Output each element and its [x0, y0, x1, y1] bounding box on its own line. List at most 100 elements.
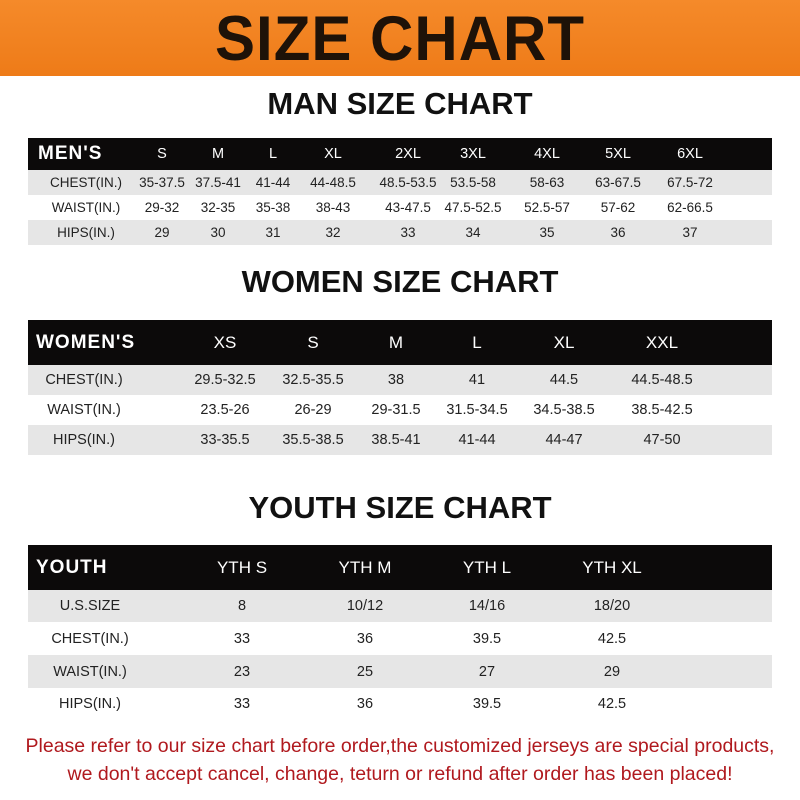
- size-column-header: YTH L: [462, 557, 512, 577]
- measurement-value: 42.5: [597, 695, 627, 712]
- youth-data-row: HIPS(IN.) 33 36 39.5 42.5: [28, 688, 772, 719]
- measurement-label: CHEST(IN.): [50, 175, 122, 190]
- measurement-value: 38-43: [315, 200, 351, 215]
- measurement-value: 32-35: [200, 200, 236, 215]
- measurement-value: 33-35.5: [200, 432, 250, 448]
- measurement-value: 41: [468, 372, 486, 388]
- footer-notice-line-1: Please refer to our size chart before or…: [25, 735, 775, 757]
- youth-data-row: WAIST(IN.) 23 25 27 29: [28, 655, 772, 688]
- measurement-value: 62-66.5: [667, 200, 713, 215]
- measurement-value: 58-63: [529, 175, 565, 190]
- size-column-header: 2XL: [395, 146, 421, 162]
- size-column-header: L: [268, 146, 278, 162]
- measurement-value: 52.5-57: [524, 200, 570, 215]
- measurement-value: 38.5-42.5: [631, 402, 693, 418]
- size-column-header: YTH XL: [582, 557, 642, 577]
- measurement-value: 36: [610, 225, 626, 240]
- measurement-label: WAIST(IN.): [53, 663, 127, 680]
- measurement-value: 41-44: [255, 175, 291, 190]
- size-column-header: XS: [213, 332, 237, 352]
- measurement-value: 29-31.5: [371, 402, 421, 418]
- size-column-header: M: [388, 332, 404, 352]
- size-column-header: XL: [553, 332, 575, 352]
- youth-data-row: CHEST(IN.) 33 36 39.5 42.5: [28, 622, 772, 655]
- measurement-value: 44.5-48.5: [631, 372, 693, 388]
- size-column-header: XXL: [645, 332, 679, 352]
- measurement-value: 35-37.5: [139, 175, 185, 190]
- measurement-value: 23.5-26: [200, 402, 250, 418]
- measurement-value: 25: [356, 663, 374, 680]
- measurement-value: 53.5-58: [450, 175, 496, 190]
- footer-notice-line-2: we don't accept cancel, change, teturn o…: [67, 763, 733, 785]
- measurement-label: HIPS(IN.): [58, 695, 122, 712]
- measurement-value: 36: [356, 630, 374, 647]
- size-column-header: S: [157, 146, 167, 162]
- youth-section-title: YOUTH SIZE CHART: [248, 490, 552, 525]
- measurement-value: 32: [325, 225, 341, 240]
- measurement-value: 10/12: [346, 598, 384, 614]
- measurement-value: 34.5-38.5: [533, 402, 595, 418]
- measurement-value: 37.5-41: [195, 175, 241, 190]
- measurement-label: CHEST(IN.): [51, 630, 129, 647]
- measurement-value: 32.5-35.5: [282, 372, 344, 388]
- youth-data-row: U.S.SIZE 8 10/12 14/16 18/20: [28, 590, 772, 622]
- measurement-label: U.S.SIZE: [59, 598, 121, 614]
- women-section-title: WOMEN SIZE CHART: [241, 264, 559, 299]
- youth-header-row: YOUTH YTH S YTH M YTH L YTH XL: [28, 545, 772, 590]
- men-data-row: WAIST(IN.) 29-32 32-35 35-38 38-43 43-47.5 47.…: [28, 195, 772, 220]
- measurement-value: 14/16: [468, 598, 506, 614]
- measurement-value: 35.5-38.5: [282, 432, 344, 448]
- size-column-header: 3XL: [460, 146, 486, 162]
- measurement-value: 27: [478, 663, 496, 680]
- measurement-value: 38.5-41: [371, 432, 421, 448]
- women-data-row: WAIST(IN.) 23.5-26 26-29 29-31.5 31.5-34.5 34…: [28, 395, 772, 425]
- men-data-row: HIPS(IN.) 29 30 31 32 33 34 35 36 37: [28, 220, 772, 245]
- measurement-value: 34: [465, 225, 481, 240]
- measurement-value: 33: [233, 695, 251, 712]
- measurement-value: 39.5: [472, 695, 502, 712]
- women-data-row: CHEST(IN.) 29.5-32.5 32.5-35.5 38 41 44.5 44.5…: [28, 365, 772, 395]
- women-table-label: WOMEN'S: [36, 331, 136, 353]
- size-column-header: S: [307, 332, 319, 352]
- measurement-value: 43-47.5: [385, 200, 431, 215]
- measurement-value: 47.5-52.5: [444, 200, 502, 215]
- measurement-value: 63-67.5: [595, 175, 641, 190]
- measurement-label: HIPS(IN.): [57, 225, 115, 240]
- size-column-header: M: [211, 146, 225, 162]
- measurement-value: 36: [356, 695, 374, 712]
- measurement-value: 35-38: [255, 200, 291, 215]
- women-data-row: HIPS(IN.) 33-35.5 35.5-38.5 38.5-41 41-44 44-…: [28, 425, 772, 455]
- size-column-header: L: [472, 332, 482, 352]
- measurement-value: 42.5: [597, 630, 627, 647]
- measurement-value: 18/20: [593, 598, 631, 614]
- measurement-value: 57-62: [600, 200, 636, 215]
- size-column-header: 6XL: [677, 146, 703, 162]
- size-column-header: 4XL: [534, 146, 560, 162]
- youth-table-label: YOUTH: [36, 556, 108, 578]
- measurement-value: 23: [233, 663, 251, 680]
- banner-title: SIZE CHART: [215, 3, 585, 74]
- measurement-value: 8: [237, 598, 247, 614]
- measurement-value: 26-29: [294, 402, 332, 418]
- women-header-row: WOMEN'S XS S M L XL XXL: [28, 320, 772, 365]
- measurement-value: 29: [154, 225, 170, 240]
- measurement-value: 33: [400, 225, 416, 240]
- measurement-value: 30: [210, 225, 226, 240]
- men-header-row: MEN'S S M L XL 2XL 3XL 4XL 5XL 6XL: [28, 138, 772, 170]
- measurement-value: 44.5: [549, 372, 579, 388]
- measurement-value: 41-44: [458, 432, 496, 448]
- size-column-header: 5XL: [605, 146, 631, 162]
- measurement-value: 47-50: [643, 432, 681, 448]
- men-section-title: MAN SIZE CHART: [267, 86, 533, 121]
- size-column-header: YTH S: [216, 557, 268, 577]
- size-column-header: YTH M: [338, 557, 392, 577]
- measurement-value: 39.5: [472, 630, 502, 647]
- measurement-value: 35: [539, 225, 555, 240]
- men-table-label: MEN'S: [38, 143, 103, 164]
- measurement-label: WAIST(IN.): [51, 200, 121, 215]
- measurement-value: 31.5-34.5: [446, 402, 508, 418]
- measurement-value: 44-48.5: [310, 175, 356, 190]
- measurement-value: 31: [265, 225, 281, 240]
- measurement-value: 67.5-72: [667, 175, 713, 190]
- measurement-label: CHEST(IN.): [45, 372, 123, 388]
